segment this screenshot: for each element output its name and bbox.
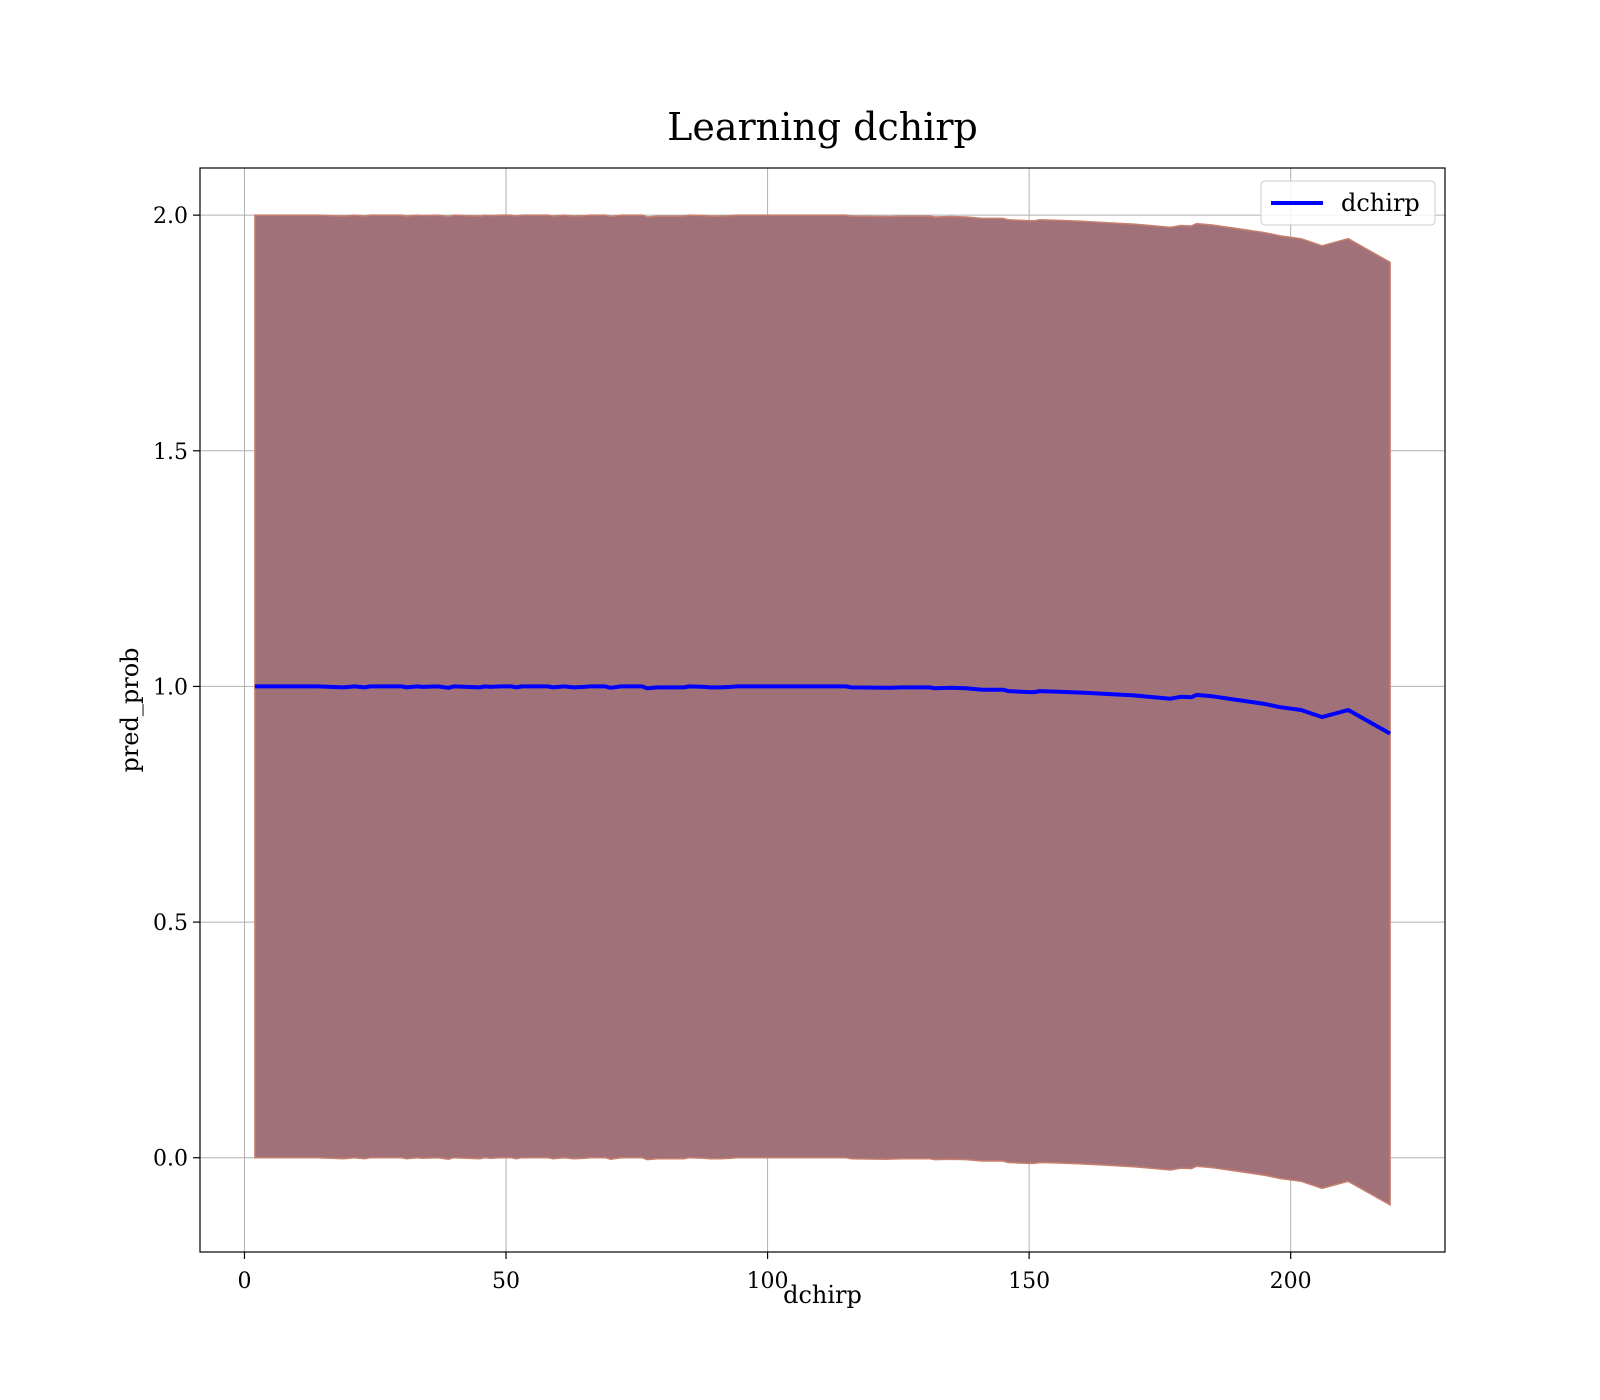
confidence-band bbox=[254, 214, 1391, 1207]
legend: dchirp bbox=[1260, 180, 1436, 226]
legend-label-dchirp: dchirp bbox=[1341, 189, 1420, 217]
y-tick-label: 2.0 bbox=[153, 204, 188, 229]
y-tick-label: 0.5 bbox=[153, 911, 188, 936]
y-tick-label: 1.0 bbox=[153, 675, 188, 700]
y-axis-label: pred_prob bbox=[116, 647, 144, 772]
x-tick-label: 150 bbox=[1008, 1269, 1050, 1294]
series-line-dchirp bbox=[254, 684, 1392, 736]
x-axis-label: dchirp bbox=[783, 1281, 862, 1309]
band-layer bbox=[254, 214, 1391, 1207]
plot-frame bbox=[199, 167, 1446, 1253]
x-tick-label: 50 bbox=[492, 1269, 520, 1294]
legend-box bbox=[1260, 180, 1436, 226]
chart-title: Learning dchirp bbox=[667, 105, 978, 149]
y-tick-label: 0.0 bbox=[153, 1147, 188, 1172]
tick-layer: 0 50 100 150 200 0.0 0.5 1.0 1.5 2.0 bbox=[153, 204, 1312, 1294]
x-tick-label: 100 bbox=[747, 1269, 789, 1294]
line-layer bbox=[254, 684, 1392, 736]
x-tick-label: 0 bbox=[237, 1269, 251, 1294]
x-tick-label: 200 bbox=[1270, 1269, 1312, 1294]
y-tick-label: 1.5 bbox=[153, 440, 188, 465]
